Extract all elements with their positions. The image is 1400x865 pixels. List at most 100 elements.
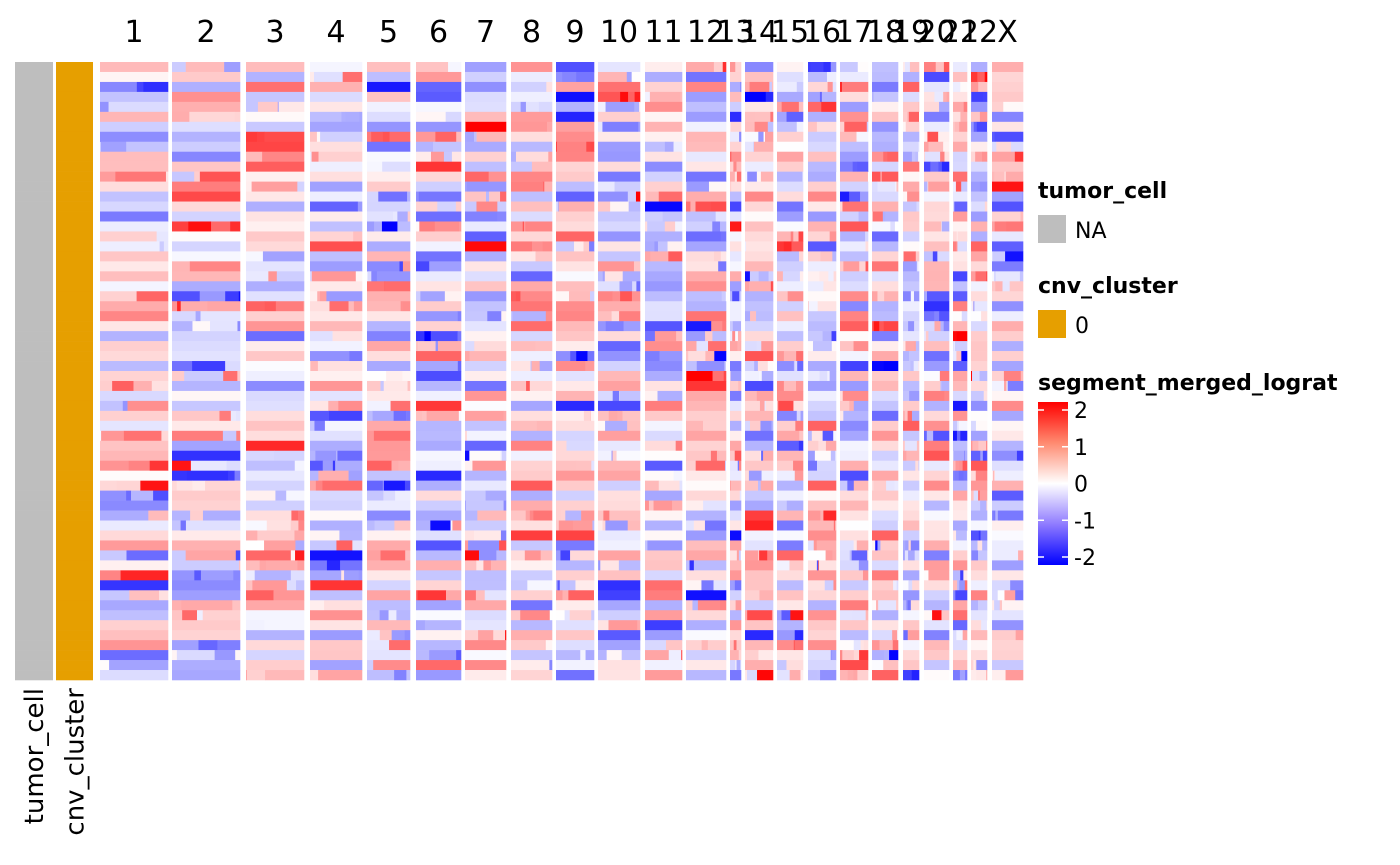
heatmap-cell [645,81,683,93]
heatmap-cell [777,121,798,133]
heatmap-cell [246,390,305,402]
heatmap-cell [407,211,411,222]
heatmap-cell [730,81,741,93]
heatmap-cell [808,510,821,521]
heatmap-cell [904,410,908,422]
heatmap-cell [808,420,837,432]
heatmap-cell [777,520,804,531]
heatmap-cell [853,540,858,551]
heatmap-cell [953,261,968,272]
heatmap-cell [295,540,305,551]
heatmap-cell [196,610,204,621]
heatmap-cell [603,510,610,521]
heatmap-cell [602,121,639,133]
heatmap-cell [172,500,241,511]
heatmap-cell [1010,580,1024,591]
heatmap-cell [924,670,950,681]
heatmap-cell [840,540,854,551]
heatmap-cell [192,361,226,372]
heatmap-cell [696,341,709,352]
heatmap-cell [710,450,718,462]
heatmap-cell [808,600,837,611]
heatmap-cell [416,101,462,113]
heatmap-cell [310,201,359,212]
heatmap-cell [872,181,878,192]
heatmap-cell [879,321,885,332]
heatmap-cell [954,121,960,133]
heatmap-cell [992,151,1016,162]
heatmap-cell [808,171,837,182]
heatmap-cell [745,550,759,561]
heatmap-cell [367,650,411,661]
heatmap-cell [100,371,169,382]
heatmap-cell [971,540,978,551]
heatmap-cell [686,191,727,202]
heatmap-cell [730,540,742,551]
heatmap-cell [457,331,462,342]
heatmap-cell [172,281,241,292]
heatmap-cell [903,231,920,242]
heatmap-cell [458,410,462,422]
heatmap-cell [416,71,462,83]
heatmap-cell [730,670,742,681]
annotation-cell [15,181,53,192]
heatmap-cell [185,550,237,561]
heatmap-cell [338,400,363,412]
heatmap-cell [973,660,975,671]
heatmap-cell [562,590,569,601]
heatmap-cell [100,321,169,332]
heatmap-cell [927,181,929,192]
heatmap-cell [172,550,186,561]
heatmap-cell [497,201,507,212]
heatmap-cell [645,480,660,491]
heatmap-cell [953,650,968,661]
heatmap-cell [713,62,723,73]
heatmap-cell [606,650,623,661]
heatmap-cell [383,380,408,392]
heatmap-cell [465,450,470,462]
heatmap-cell [310,580,363,591]
heatmap-cell [511,171,553,182]
heatmap-cell [598,600,641,611]
heatmap-cell [416,440,462,452]
heatmap-cell [100,71,169,83]
heatmap-cell [808,311,837,322]
heatmap-cell [357,201,363,212]
heatmap-cell [843,261,860,272]
chromosome-label: 9 [565,15,584,50]
heatmap-cell [1004,380,1007,392]
heatmap-cell [465,380,507,392]
heatmap-cell [686,91,727,103]
heatmap-cell [997,510,1024,521]
heatmap-cell [560,550,571,561]
heatmap-cell [686,71,727,83]
heatmap-cell [556,530,595,541]
heatmap-cell [953,550,968,561]
heatmap-cell [234,111,241,123]
heatmap-cell [100,361,169,372]
heatmap-cell [310,420,315,432]
heatmap-cell [953,161,968,172]
heatmap-cell [478,630,494,641]
heatmap-cell [903,550,906,561]
heatmap-cell [303,301,305,312]
heatmap-cell [833,430,837,442]
heatmap-cell [686,111,727,123]
heatmap-cell [556,610,565,621]
heatmap-cell [840,361,869,372]
heatmap-cell [556,201,559,212]
heatmap-cell [818,440,827,452]
heatmap-cell [777,440,800,452]
heatmap-cell [172,351,241,362]
heatmap-cell [556,540,595,551]
heatmap-cell [180,301,208,312]
heatmap-cell [511,301,553,312]
heatmap-cell [872,460,899,471]
heatmap-cell [979,181,988,192]
heatmap-cell [465,470,507,481]
heatmap-cell [465,660,507,671]
heatmap-cell [992,271,995,282]
heatmap-cell [545,311,553,322]
heatmap-cell [992,361,1024,372]
heatmap-cell [645,181,683,192]
